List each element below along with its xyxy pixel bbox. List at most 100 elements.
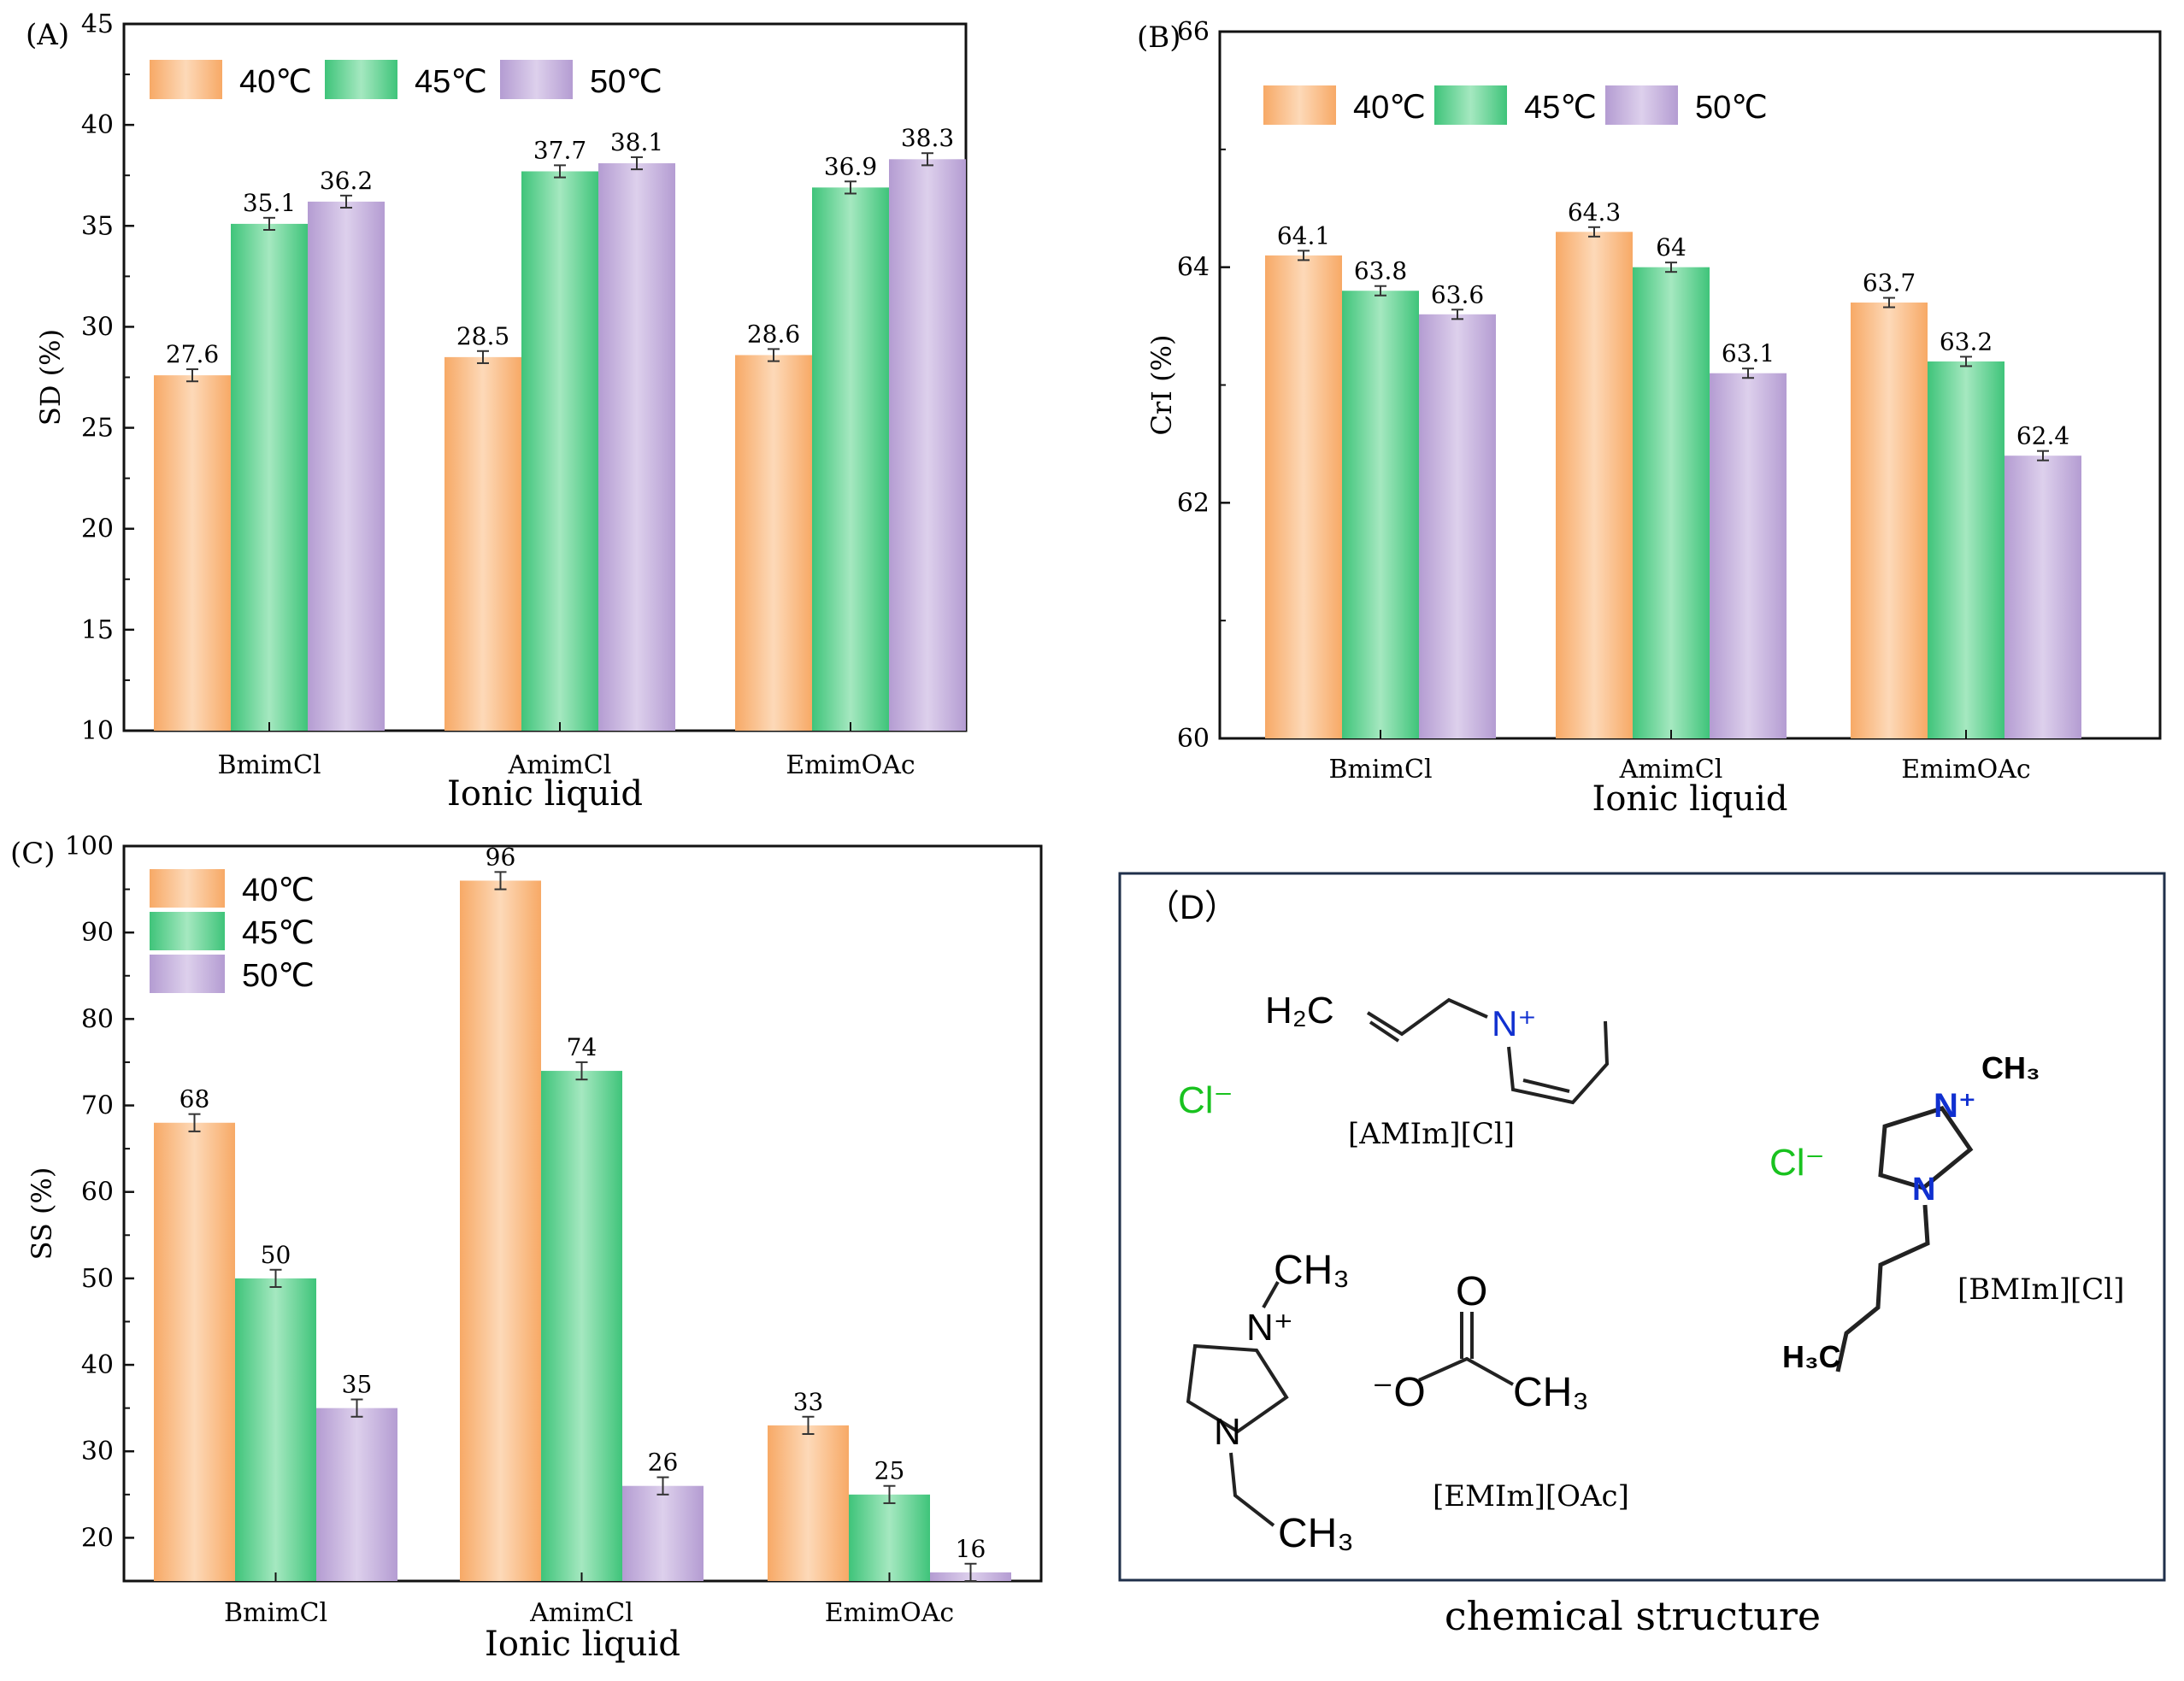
y-tick-label: 64 [1177,253,1210,283]
data-label: 96 [486,843,516,871]
bar-bmimcl-series-1 [154,1122,235,1581]
data-label: 35.1 [243,189,296,217]
legend-label: 45℃ [415,64,487,100]
emim-methyl-bond [1262,1281,1280,1308]
category-label: BmimCl [224,1598,327,1628]
legend-label: 50℃ [1695,90,1768,126]
category-label: AmimCl [1619,755,1723,785]
data-label: 28.6 [747,320,800,348]
bar-amimcl-series-1 [444,356,521,731]
category-label: AmimCl [529,1598,633,1628]
y-tick-label: 100 [65,832,114,861]
bar-bmimcl-series-3 [1419,314,1496,738]
panel-label: (C) [10,837,56,871]
legend-swatch [1605,85,1678,125]
y-tick-label: 25 [81,414,114,444]
category-label: EmimOAc [786,750,915,780]
y-tick-label: 30 [81,1437,114,1466]
legend-label: 50℃ [242,958,315,994]
bar-emimoac-series-2 [812,187,889,732]
emim-ethyl-chain [1229,1452,1275,1527]
bmim-nitrogen: N [1912,1172,1935,1208]
category-label: EmimOAc [1901,755,2030,785]
legend-label: 50℃ [590,64,662,100]
amim-allyl-bond [1366,997,1488,1037]
y-tick-label: 60 [1177,724,1210,754]
acetate-skeleton [1418,1356,1514,1386]
emim-name: [EMIm][OAc] [1433,1479,1629,1513]
x-axis-label: Ionic liquid [1592,779,1788,819]
category-label: AmimCl [508,750,612,780]
amim-structure: H₂C N⁺ Cl⁻ [AMIm][Cl] [1178,990,1610,1151]
emim-ring [1186,1343,1289,1434]
bar-emimoac-series-1 [735,355,812,731]
data-label: 38.3 [901,124,954,152]
bmim-name: [BMIm][Cl] [1957,1273,2124,1307]
legend-swatch [150,60,222,99]
y-axis-label: CrI (%) [1145,335,1178,436]
data-label: 64 [1656,233,1687,262]
y-tick-label: 40 [81,110,114,140]
chart-panel-b: (B) 60 62 64 66 CrI (%) 64.1 63.8 63.6 BmimCl 64.3… [1137,17,2162,819]
bar-amimcl-series-3 [622,1485,703,1581]
panel-label: (B) [1137,21,1181,55]
amim-ring [1507,1020,1610,1105]
acetate-o-double: O [1456,1269,1487,1314]
y-tick-label: 90 [81,918,114,948]
panel-d-caption: chemical structure [1445,1593,1821,1639]
panel-d-frame [1118,872,2166,1582]
y-tick-label: 66 [1177,17,1210,47]
bar-emimoac-series-3 [889,159,966,732]
amim-double-bond [1369,1020,1400,1043]
data-label: 63.6 [1431,280,1484,309]
category-label: BmimCl [217,750,321,780]
y-tick-label: 15 [81,615,114,645]
legend-swatch [1434,85,1507,125]
data-label: 35 [342,1371,373,1399]
data-label: 33 [793,1388,824,1416]
legend-swatch [150,912,225,950]
bar-amimcl-series-1 [460,880,541,1581]
data-label: 36.2 [320,167,373,195]
legend-label: 45℃ [242,915,315,951]
legend-label: 45℃ [1524,90,1597,126]
bar-bmimcl-series-3 [308,201,385,732]
bar-bmimcl-series-1 [1265,255,1342,739]
category-label: EmimOAc [825,1598,954,1628]
data-label: 38.1 [610,128,663,156]
data-label: 63.1 [1722,339,1775,367]
data-label: 63.2 [1940,327,1993,356]
amim-h2c: H₂C [1265,990,1334,1032]
y-tick-label: 45 [81,9,114,39]
bar-amimcl-series-1 [1556,232,1633,739]
amim-anion: Cl⁻ [1178,1079,1233,1121]
bar-emimoac-series-1 [1851,303,1928,738]
data-label: 28.5 [456,322,509,350]
y-tick-label: 80 [81,1004,114,1034]
bar-amimcl-series-2 [541,1071,622,1581]
emim-structure: CH₃ N⁺ N CH₃ O ⁻O CH₃ [EMIm][OAc] [1186,1248,1629,1556]
bar-bmimcl-series-2 [231,223,308,731]
category-label: BmimCl [1328,755,1432,785]
amim-nitrogen: N⁺ [1492,1003,1537,1043]
data-label: 68 [180,1085,210,1114]
y-tick-label: 40 [81,1350,114,1380]
data-label: 27.6 [166,340,219,368]
chart-panel-a: (A) 10 15 20 25 30 35 40 45 SD (%) 27.6 35.1 36.2 Bmi… [26,9,968,814]
panel-label: (A) [26,18,69,52]
bmim-anion: Cl⁻ [1769,1142,1825,1184]
data-label: 16 [956,1535,986,1563]
bmim-structure: Cl⁻ N⁺ N CH₃ H₃C [BMIm][Cl] [1769,1050,2124,1374]
legend-swatch [500,60,573,99]
emim-nitrogen-plus: N⁺ [1246,1307,1293,1349]
amim-name: [AMIm][Cl] [1348,1117,1515,1151]
acetate-methyl: CH₃ [1513,1370,1589,1415]
data-label: 74 [567,1033,598,1061]
acetate-o-minus: ⁻O [1372,1370,1426,1415]
data-label: 37.7 [533,136,586,164]
data-label: 36.9 [824,152,877,180]
legend-swatch [150,869,225,908]
legend-swatch [325,60,397,99]
bmim-methyl: CH₃ [1981,1050,2040,1085]
